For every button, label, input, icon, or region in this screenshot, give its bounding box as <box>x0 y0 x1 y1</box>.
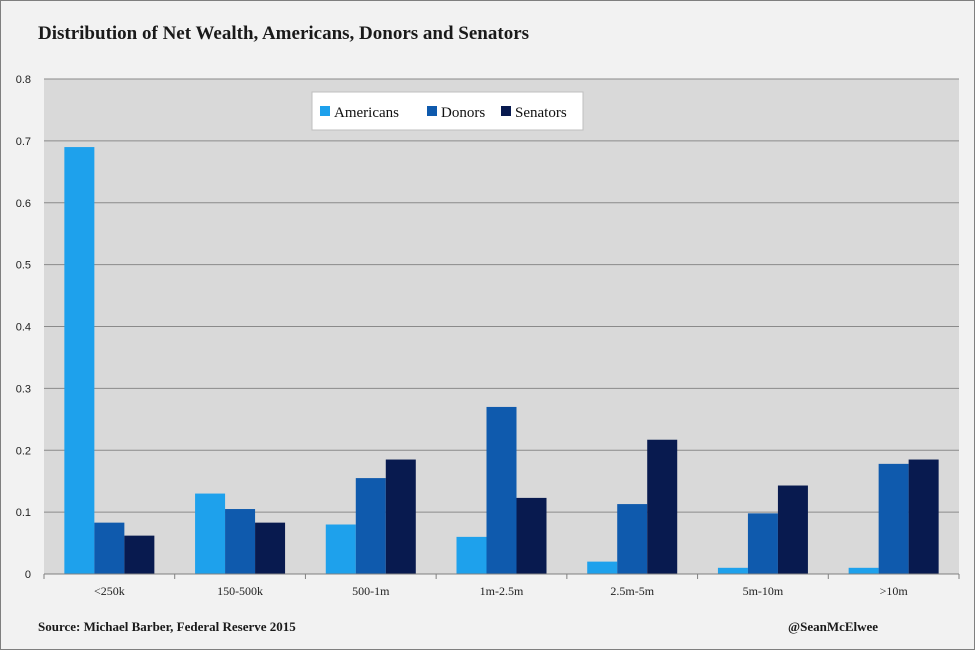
bar-donors <box>94 522 125 574</box>
x-tick-label: <250k <box>94 584 125 598</box>
bar-americans <box>456 536 487 574</box>
bar-donors <box>355 478 386 574</box>
source-note: Source: Michael Barber, Federal Reserve … <box>38 619 296 634</box>
legend-label-americans: Americans <box>334 105 399 121</box>
x-tick-label: 2.5m-5m <box>610 584 654 598</box>
x-tick-label: 500-1m <box>352 584 390 598</box>
bar-senators <box>777 485 808 574</box>
bar-donors <box>878 463 909 574</box>
legend-swatch-donors <box>427 106 437 116</box>
x-tick-label: 150-500k <box>217 584 263 598</box>
bar-donors <box>225 509 256 574</box>
author-handle: @SeanMcElwee <box>788 619 879 634</box>
y-tick-label: 0 <box>25 569 31 581</box>
legend: Americans Donors Senators <box>311 91 584 131</box>
bar-americans <box>717 567 748 574</box>
y-tick-label: 0.3 <box>16 383 31 395</box>
x-tick-label: 5m-10m <box>743 584 784 598</box>
y-axis-ticks: 0 0.1 0.2 0.3 0.4 0.5 0.6 0.7 0.8 <box>16 74 31 581</box>
y-tick-label: 0.7 <box>16 136 31 148</box>
bar-senators <box>647 439 678 574</box>
legend-label-donors: Donors <box>441 105 485 121</box>
y-tick-label: 0.2 <box>16 445 31 457</box>
x-axis: <250k 150-500k 500-1m 1m-2.5m 2.5m-5m 5m-10m >… <box>43 573 960 598</box>
y-tick-label: 0.5 <box>16 260 31 272</box>
bar-americans <box>195 493 226 574</box>
bar-senators <box>124 535 155 574</box>
y-tick-label: 0.4 <box>16 322 31 334</box>
bar-senators <box>255 522 286 574</box>
legend-label-senators: Senators <box>515 105 567 121</box>
x-tick-label: >10m <box>880 584 909 598</box>
bar-americans <box>848 567 879 574</box>
legend-box <box>311 91 584 131</box>
y-tick-label: 0.6 <box>16 198 31 210</box>
chart-title: Distribution of Net Wealth, Americans, D… <box>38 23 530 44</box>
bar-donors <box>747 513 778 574</box>
bar-senators <box>516 497 547 574</box>
bar-senators <box>385 459 416 574</box>
x-tick-label: 1m-2.5m <box>480 584 524 598</box>
bar-americans <box>325 524 356 574</box>
bar-senators <box>908 459 939 574</box>
bar-donors <box>617 504 648 574</box>
bar-americans <box>64 147 95 574</box>
legend-swatch-senators <box>501 106 511 116</box>
bar-americans <box>587 561 618 574</box>
bar-donors <box>486 406 517 574</box>
bars <box>64 147 939 574</box>
y-tick-label: 0.8 <box>16 74 31 86</box>
y-tick-label: 0.1 <box>16 507 31 519</box>
legend-swatch-americans <box>320 106 330 116</box>
